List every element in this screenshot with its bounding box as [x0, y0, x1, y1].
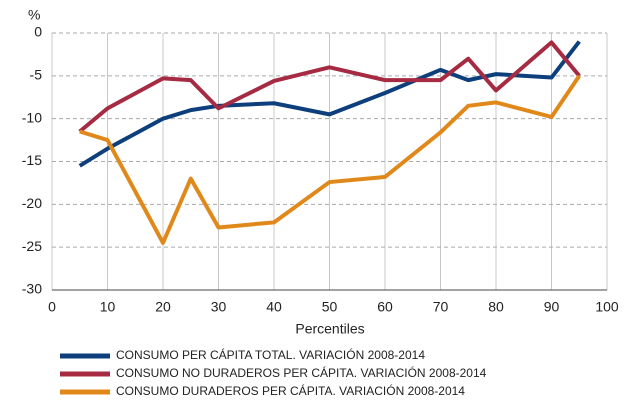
x-tick-label: 30: [211, 299, 227, 315]
legend-label: CONSUMO DURADEROS PER CÁPITA. VARIACIÓN …: [116, 383, 465, 398]
legend-label: CONSUMO PER CÁPITA TOTAL. VARIACIÓN 2008…: [116, 347, 425, 362]
x-tick-label: 100: [595, 299, 619, 315]
y-tick-label: -5: [30, 67, 43, 83]
y-tick-label: 0: [34, 24, 42, 40]
series-line: [78, 40, 581, 168]
x-tick-label: 40: [266, 299, 282, 315]
y-tick-label: -20: [22, 195, 42, 211]
x-axis-label: Percentiles: [295, 321, 364, 337]
x-tick-label: 70: [433, 299, 449, 315]
y-tick-label: -15: [22, 152, 42, 168]
series-line: [79, 74, 581, 245]
series-line: [78, 40, 581, 134]
x-tick-label: 10: [100, 299, 116, 315]
x-tick-label: 0: [48, 299, 56, 315]
x-tick-label: 90: [544, 299, 560, 315]
y-tick-label: -25: [22, 238, 42, 254]
x-tick-label: 80: [488, 299, 504, 315]
y-unit: %: [28, 7, 40, 23]
x-tick-label: 50: [322, 299, 338, 315]
y-tick-label: -30: [22, 281, 42, 297]
x-tick-label: 60: [377, 299, 393, 315]
y-tick-label: -10: [22, 109, 42, 125]
legend-label: CONSUMO NO DURADEROS PER CÁPITA. VARIACI…: [116, 365, 487, 380]
x-tick-label: 20: [155, 299, 171, 315]
